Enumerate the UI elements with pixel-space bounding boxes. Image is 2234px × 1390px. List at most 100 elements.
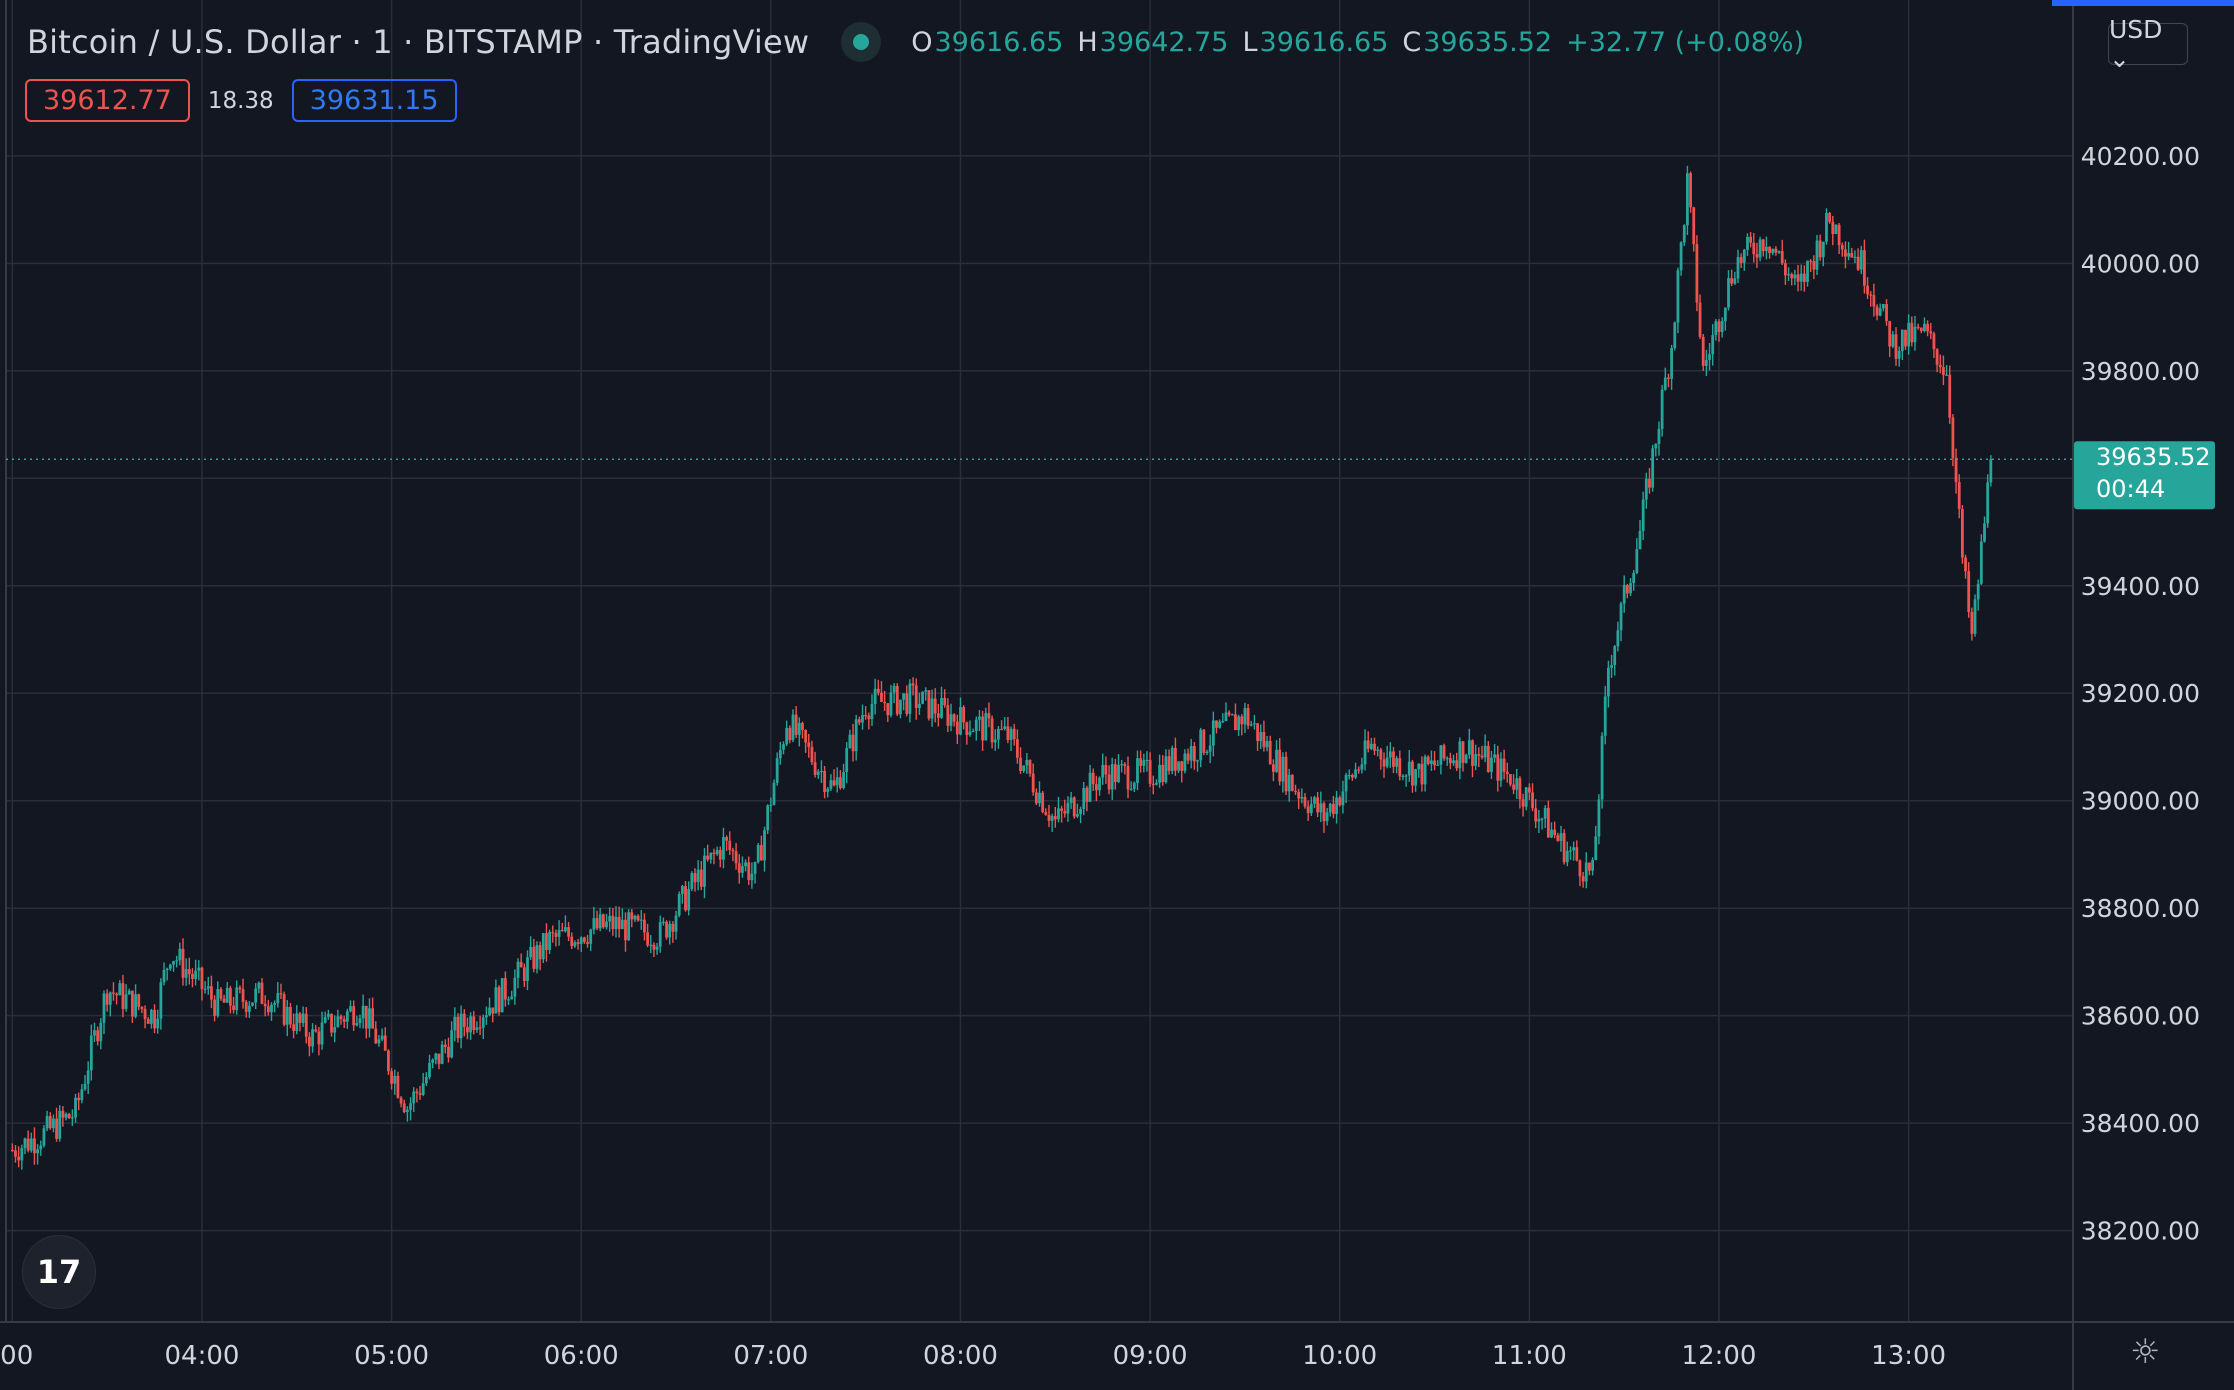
candle [965,721,969,745]
candle-body [1480,755,1484,758]
candle-body [1006,726,1010,740]
candle [1872,283,1876,317]
candle [1452,754,1455,766]
candle-body [564,927,567,932]
candle [276,981,280,1008]
candle-body [1543,807,1547,819]
candle [273,1000,277,1013]
candle-body [1265,741,1269,748]
symbol-title[interactable]: Bitcoin / U.S. Dollar · 1 · BITSTAMP · T… [27,23,810,61]
candle-body [399,1097,403,1104]
candle [20,1144,24,1170]
candle [1790,272,1794,286]
candle [987,702,991,728]
candle [159,978,163,1030]
candle [1983,516,1986,543]
candle [295,1005,299,1035]
candles[interactable] [10,165,1993,1170]
candle-body [1211,720,1215,746]
x-tick-label: 08:00 [923,1341,998,1371]
candle [213,995,216,1022]
symbol-legend[interactable]: Bitcoin / U.S. Dollar · 1 · BITSTAMP · T… [27,22,1804,62]
candle-body [349,1006,352,1012]
candle-body [292,1024,296,1031]
candle-body [1126,765,1130,790]
sell-price-button[interactable]: 39612.77 [25,79,190,122]
candle-body [744,862,747,867]
candle-body [1809,260,1813,262]
candle-body [1894,334,1898,359]
candle [902,693,905,711]
candle-body [1243,708,1247,725]
candle-body [1028,760,1032,774]
candle-body [1986,482,1990,524]
candle [428,1054,431,1080]
candle-body [232,1005,235,1010]
candle-body [1461,741,1465,763]
candle-body [368,1008,371,1029]
candle [143,1005,147,1029]
candle-body [924,690,928,692]
candle-body [210,986,213,1000]
candle [292,1013,296,1039]
candle [589,928,593,951]
candle [345,1008,349,1029]
candle-body [1347,774,1351,777]
candle-body [1758,239,1762,258]
candle [469,1012,473,1040]
candle-body [1970,611,1974,634]
candle [1101,753,1105,785]
candle-body [263,1003,267,1007]
candle [1651,444,1655,492]
candle [301,1006,305,1027]
candle [1515,768,1519,799]
candle-body [333,1027,337,1033]
y-tick-label: 38400.00 [2081,1109,2200,1138]
candle [1663,367,1667,391]
candle [1692,206,1696,252]
candle [387,1049,390,1076]
candle [551,925,555,943]
candle-body [570,936,574,947]
candle-body [927,690,931,719]
candle-body [497,987,501,1013]
candle [703,848,706,899]
candle-body [1692,207,1696,245]
candle [1199,727,1203,768]
candle [1180,760,1184,783]
candle-body [1328,803,1332,813]
candle-body [96,1030,100,1042]
candle-body [630,912,634,920]
candle-body [1866,285,1869,295]
candle [1556,832,1560,842]
candle-body [857,719,861,723]
candle [1635,538,1639,575]
candle-body [788,727,792,741]
candle-body [1426,756,1430,764]
candle [232,996,235,1014]
candle [1060,805,1064,823]
candle-body [1913,326,1917,343]
candle-body [115,993,119,996]
candle-body [1787,274,1790,276]
candle-body [576,942,580,944]
candle-body [646,932,649,946]
market-status-icon[interactable] [841,22,882,62]
currency-dropdown[interactable]: USD ⌄ [2108,15,2188,73]
time-axis[interactable]: :00 04:00 05:00 06:00 07:00 08:00 09:00 10:00 11… [0,1341,1946,1371]
settings-gear-icon[interactable]: ☼ [2130,1332,2161,1372]
tradingview-logo-icon[interactable]: 17 [22,1235,96,1309]
candle-body [383,1035,387,1051]
candle [1398,750,1402,781]
candle-body [1768,246,1771,254]
candle-body [709,852,713,860]
candle [725,835,729,851]
candle [895,683,899,717]
candle [1654,443,1658,457]
candle-body [178,948,182,961]
candle [1215,720,1218,734]
candle [1976,579,1980,611]
candle-body [374,1028,378,1044]
buy-price-button[interactable]: 39631.15 [291,79,457,122]
